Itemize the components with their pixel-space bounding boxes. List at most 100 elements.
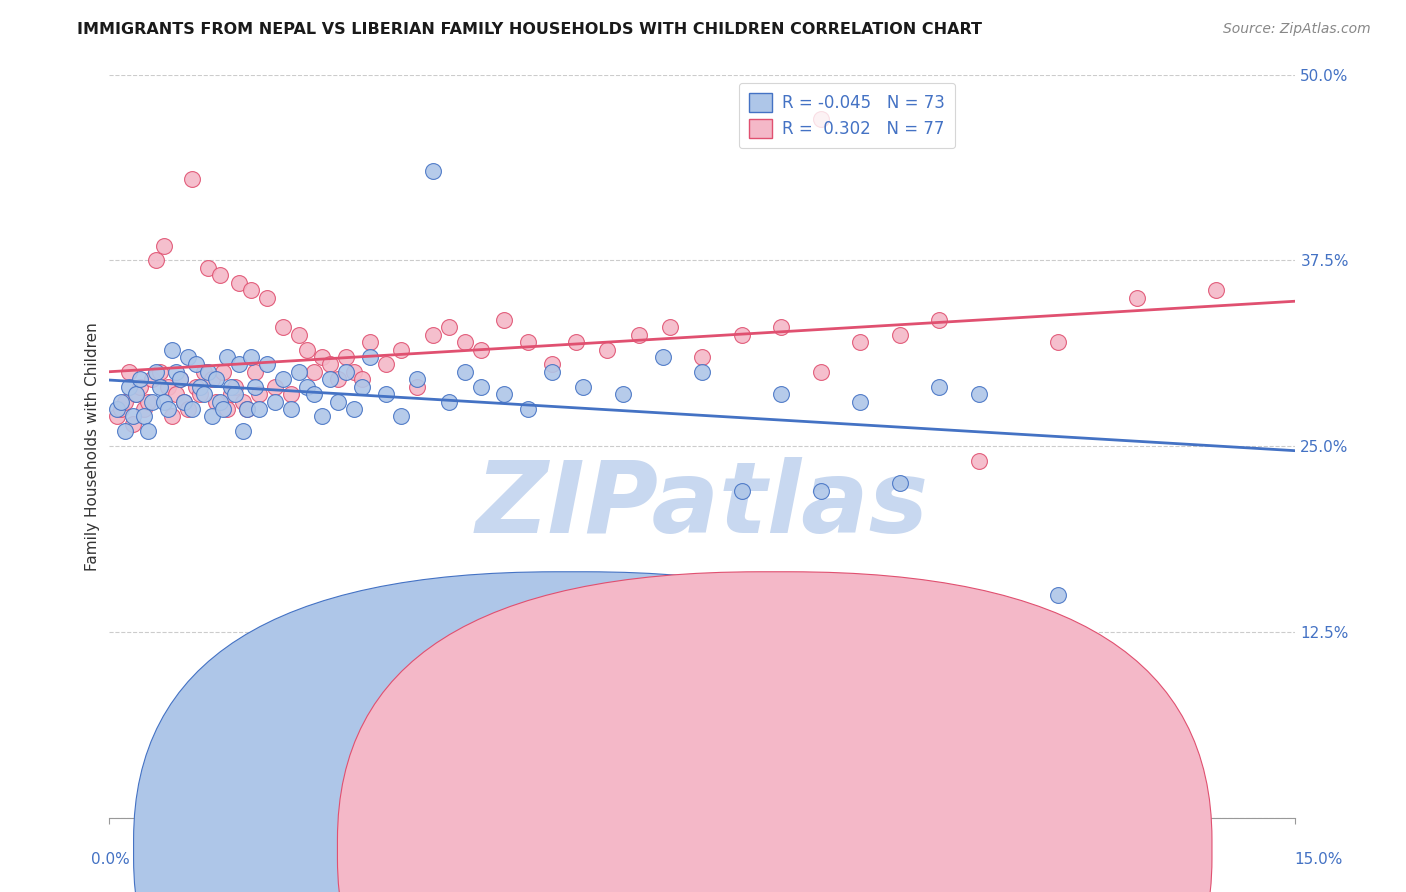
Point [651,350,673,364]
Point [406,372,429,386]
Point [690,350,713,364]
Point [690,365,713,379]
Point [134,402,156,417]
Point [173,394,195,409]
Point [967,387,990,401]
Point [350,380,373,394]
Point [406,380,429,394]
Point [810,365,832,379]
Point [217,350,239,364]
Point [145,365,167,379]
Text: 0.0%: 0.0% [91,852,131,867]
Point [454,365,477,379]
Point [232,394,254,409]
Point [304,387,326,401]
Point [201,409,224,424]
Point [391,409,413,424]
Point [243,365,266,379]
Point [110,394,132,409]
Point [343,402,366,417]
Point [311,350,333,364]
Point [160,343,183,357]
Point [217,402,239,417]
Point [212,402,235,417]
Point [153,394,176,409]
Text: Source: ZipAtlas.com: Source: ZipAtlas.com [1223,22,1371,37]
Point [173,394,195,409]
Point [731,483,754,498]
Point [770,387,793,401]
Point [374,387,396,401]
Point [596,343,619,357]
Point [1205,283,1227,297]
Point [280,402,302,417]
Point [849,335,872,350]
Text: 15.0%: 15.0% [1295,852,1343,867]
Point [264,380,287,394]
Point [359,335,381,350]
Point [129,372,152,386]
Point [184,358,207,372]
Point [224,380,246,394]
Point [117,365,139,379]
Point [494,387,516,401]
Point [129,380,152,394]
Point [157,402,180,417]
Point [810,483,832,498]
Point [240,283,263,297]
Point [343,365,366,379]
Point [328,372,350,386]
Point [1047,335,1070,350]
Point [659,320,682,334]
Point [169,372,191,386]
Point [197,260,219,275]
Point [114,394,136,409]
Point [212,365,235,379]
Point [470,380,492,394]
Point [204,372,226,386]
Point [564,335,586,350]
Point [208,394,231,409]
Point [197,365,219,379]
Point [889,327,911,342]
Text: Liberians: Liberians [794,843,865,857]
Point [153,238,176,252]
Point [264,394,287,409]
Point [770,320,793,334]
Point [136,394,159,409]
Point [240,350,263,364]
Point [221,387,243,401]
Point [243,380,266,394]
Point [422,327,444,342]
Text: Immigrants from Nepal: Immigrants from Nepal [591,843,768,857]
Point [105,402,128,417]
Point [149,365,172,379]
Point [967,454,990,468]
Point [572,380,595,394]
Point [319,372,342,386]
Point [165,365,187,379]
Legend: R = -0.045   N = 73, R =  0.302   N = 77: R = -0.045 N = 73, R = 0.302 N = 77 [738,83,955,148]
Point [114,425,136,439]
Point [295,380,318,394]
Point [271,320,294,334]
Point [391,343,413,357]
Point [136,425,159,439]
Point [256,358,278,372]
Point [177,350,200,364]
Point [180,402,202,417]
Point [221,380,243,394]
Point [180,171,202,186]
Point [224,387,246,401]
Point [117,380,139,394]
Point [319,358,342,372]
Point [437,320,460,334]
Point [256,291,278,305]
Text: ZIPatlas: ZIPatlas [475,458,929,554]
Text: IMMIGRANTS FROM NEPAL VS LIBERIAN FAMILY HOUSEHOLDS WITH CHILDREN CORRELATION CH: IMMIGRANTS FROM NEPAL VS LIBERIAN FAMILY… [77,22,983,37]
Point [731,327,754,342]
Point [228,276,250,290]
Point [517,335,540,350]
Point [287,327,309,342]
Point [928,380,950,394]
